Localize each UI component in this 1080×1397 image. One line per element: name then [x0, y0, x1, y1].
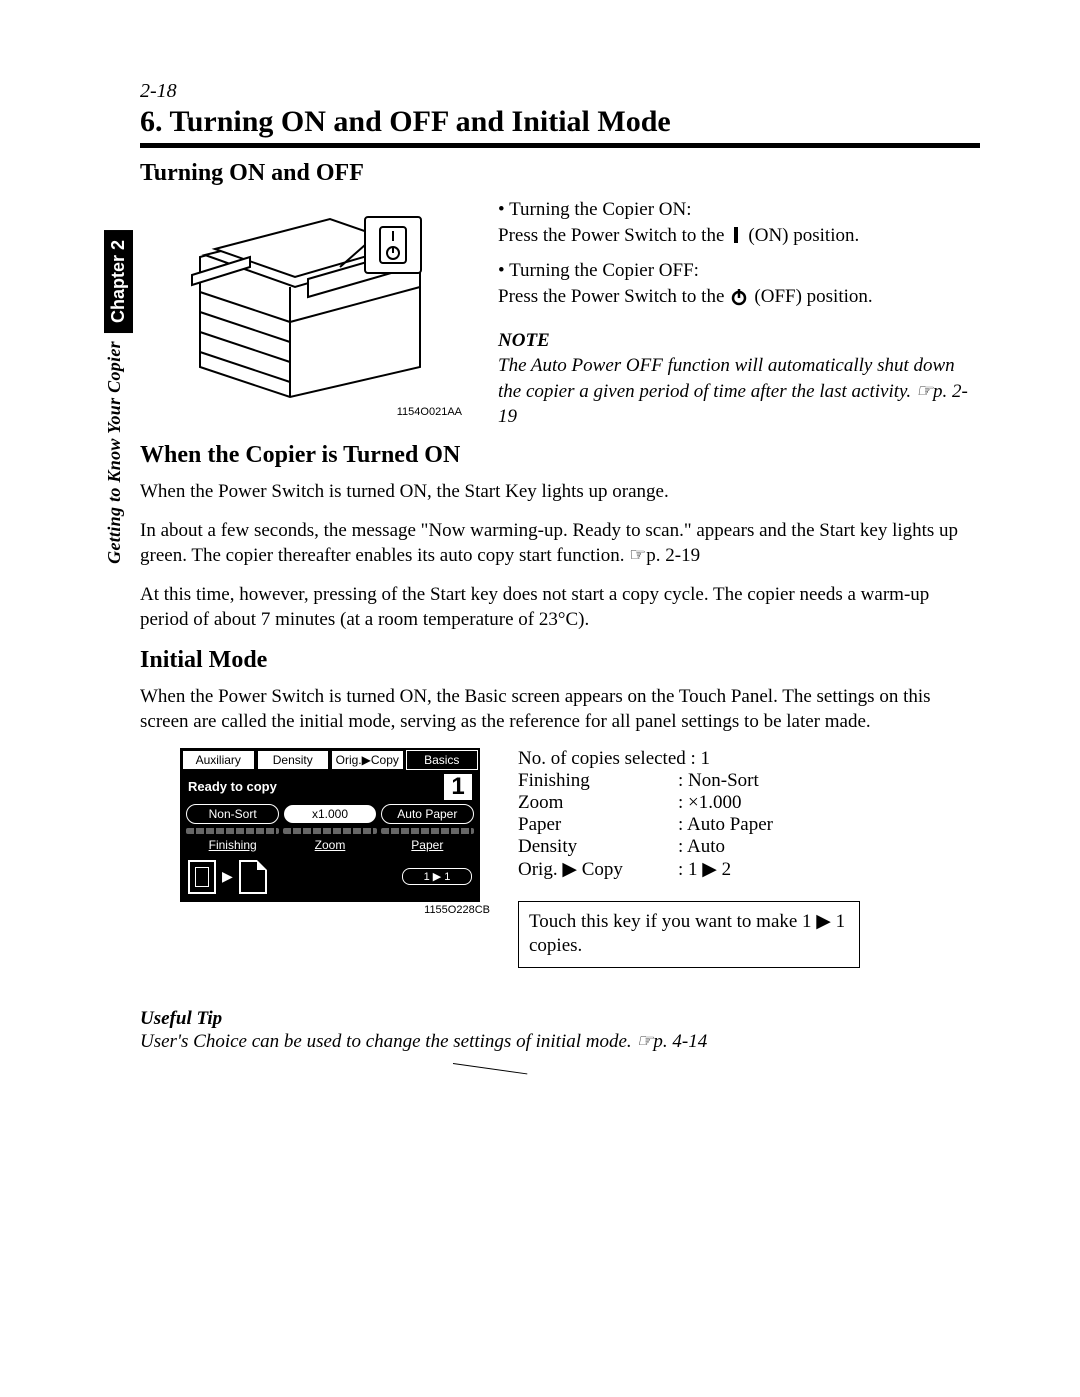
section-turning-on-off: Turning ON and OFF	[140, 160, 980, 187]
copy-page-icon	[239, 860, 267, 894]
info-paper: Paper : Auto Paper	[518, 814, 980, 836]
tab-orig-copy[interactable]: Orig.▶Copy	[331, 750, 404, 770]
bullet-off-title: Turning the Copier OFF:	[498, 258, 980, 284]
indicator-finishing	[186, 828, 279, 834]
orig-page-icon	[188, 860, 216, 894]
callout-leader	[453, 1063, 527, 1074]
chapter-tab: Chapter 2	[104, 230, 133, 333]
useful-tip-body: User's Choice can be used to change the …	[140, 1030, 980, 1053]
info-finishing-label: Finishing	[518, 770, 678, 792]
btn-one-to-one[interactable]: 1 ▶ 1	[402, 868, 472, 885]
tab-auxiliary[interactable]: Auxiliary	[182, 750, 255, 770]
callout-box: Touch this key if you want to make 1 ▶ 1…	[518, 901, 860, 968]
title-rule	[140, 143, 980, 148]
figure-id-2: 1155O228CB	[180, 904, 490, 916]
panel-label-row: Finishing Zoom Paper	[182, 836, 478, 854]
panel-button-row: Non-Sort x1.000 Auto Paper	[182, 802, 478, 826]
info-zoom-value: : ×1.000	[678, 792, 742, 814]
row-panel-and-info: Auxiliary Density Orig.▶Copy Basics Read…	[180, 748, 980, 968]
on-off-instructions: Turning the Copier ON: Press the Power S…	[498, 197, 980, 430]
info-paper-label: Paper	[518, 814, 678, 836]
side-section-label: Getting to Know Your Copier	[104, 341, 125, 564]
panel-indicator-row	[182, 826, 478, 836]
info-zoom: Zoom : ×1.000	[518, 792, 980, 814]
sec2-p1: When the Power Switch is turned ON, the …	[140, 479, 980, 504]
info-density-value: : Auto	[678, 836, 725, 858]
row-copier-and-text: 1154O021AA Turning the Copier ON: Press …	[180, 197, 980, 430]
btn-zoom[interactable]: x1.000	[283, 804, 376, 824]
info-orig-label: Orig. ▶ Copy	[518, 858, 678, 881]
bullet-off-body: Press the Power Switch to the (OFF) posi…	[498, 284, 980, 310]
arrow-icon: ▶	[222, 868, 233, 885]
btn-non-sort[interactable]: Non-Sort	[186, 804, 279, 824]
tab-density[interactable]: Density	[257, 750, 330, 770]
section-initial-mode: Initial Mode	[140, 647, 980, 674]
off-symbol-icon	[730, 288, 748, 306]
page-number: 2-18	[140, 80, 980, 103]
info-orig-copy: Orig. ▶ Copy : 1 ▶ 2	[518, 858, 980, 881]
info-density-label: Density	[518, 836, 678, 858]
indicator-zoom	[283, 828, 376, 834]
info-orig-value: : 1 ▶ 2	[678, 858, 731, 881]
note-heading: NOTE	[498, 328, 980, 354]
status-row: Ready to copy 1	[182, 770, 478, 802]
orig-copy-icons: ▶	[188, 860, 267, 894]
sec3-p1: When the Power Switch is turned ON, the …	[140, 684, 980, 734]
label-paper: Paper	[381, 838, 474, 852]
useful-tip-heading: Useful Tip	[140, 1008, 980, 1030]
on-pre: Press the Power Switch to the	[498, 223, 724, 249]
panel-tabs: Auxiliary Density Orig.▶Copy Basics	[182, 750, 478, 770]
panel-column: Auxiliary Density Orig.▶Copy Basics Read…	[180, 748, 490, 916]
off-post: (OFF) position.	[754, 284, 872, 310]
page: 2-18 6. Turning ON and OFF and Initial M…	[0, 0, 1080, 1397]
copies-count: 1	[444, 774, 472, 800]
label-zoom: Zoom	[283, 838, 376, 852]
btn-auto-paper[interactable]: Auto Paper	[381, 804, 474, 824]
bullet-on-title: Turning the Copier ON:	[498, 197, 980, 223]
on-post: (ON) position.	[748, 223, 859, 249]
figure-id-1: 1154O021AA	[180, 406, 470, 418]
info-paper-value: : Auto Paper	[678, 814, 773, 836]
label-finishing: Finishing	[186, 838, 279, 852]
info-copies: No. of copies selected : 1	[518, 748, 980, 770]
initial-mode-settings: No. of copies selected : 1 Finishing : N…	[518, 748, 980, 968]
info-density: Density : Auto	[518, 836, 980, 858]
section-when-turned-on: When the Copier is Turned ON	[140, 442, 980, 469]
bullet-on-body: Press the Power Switch to the (ON) posit…	[498, 223, 980, 249]
off-pre: Press the Power Switch to the	[498, 284, 724, 310]
sec2-p3: At this time, however, pressing of the S…	[140, 582, 980, 632]
indicator-paper	[381, 828, 474, 834]
on-symbol-icon	[730, 226, 742, 244]
info-finishing-value: : Non-Sort	[678, 770, 759, 792]
copier-illustration	[180, 197, 450, 407]
info-zoom-label: Zoom	[518, 792, 678, 814]
copier-figure: 1154O021AA	[180, 197, 470, 430]
touch-panel: Auxiliary Density Orig.▶Copy Basics Read…	[180, 748, 480, 902]
note-body: The Auto Power OFF function will automat…	[498, 353, 980, 430]
sec2-p2: In about a few seconds, the message "Now…	[140, 518, 980, 568]
status-text: Ready to copy	[188, 779, 277, 794]
tab-basics[interactable]: Basics	[406, 750, 479, 770]
main-heading: 6. Turning ON and OFF and Initial Mode	[140, 105, 980, 139]
side-tab: Chapter 2 Getting to Know Your Copier	[104, 230, 134, 540]
info-finishing: Finishing : Non-Sort	[518, 770, 980, 792]
panel-bottom-row: ▶ 1 ▶ 1	[182, 854, 478, 900]
